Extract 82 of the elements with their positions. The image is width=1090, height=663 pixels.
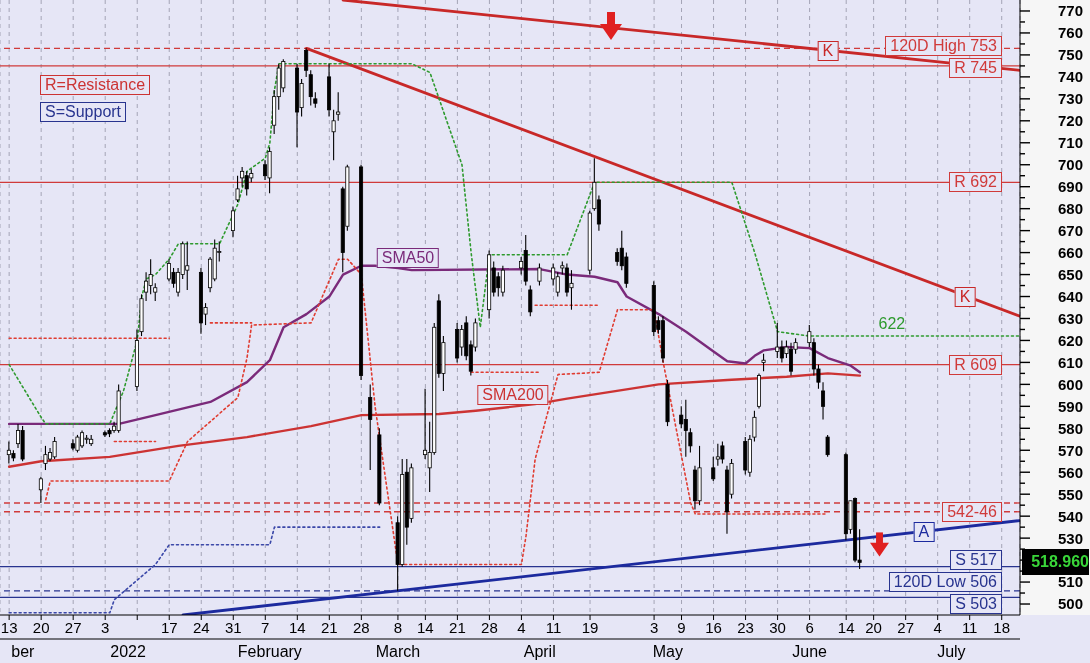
x2-tick-label: June — [792, 643, 828, 660]
ref-line-label: 120D Low 506 — [888, 572, 1002, 592]
series-label: SMA50 — [376, 247, 440, 268]
ref-line-label: 542-46 — [942, 501, 1002, 522]
y-tick-label: 650 — [1057, 265, 1083, 283]
x-tick-label: 30 — [769, 619, 786, 636]
y-tick-label: 540 — [1057, 507, 1083, 525]
x-tick-label: 19 — [581, 619, 599, 636]
x-tick-label: 18 — [993, 619, 1011, 636]
y-tick-label: 750 — [1057, 46, 1083, 64]
x-tick-label: 20 — [32, 619, 50, 636]
y-tick-label: 710 — [1057, 134, 1083, 152]
x-tick-label: 21 — [449, 619, 466, 636]
y-tick-label: 590 — [1057, 397, 1083, 415]
y-tick-label: 620 — [1057, 331, 1083, 349]
x-tick-label: 8 — [393, 619, 403, 636]
x-tick-label: 13 — [0, 619, 18, 636]
y-tick-label: 670 — [1057, 222, 1083, 240]
x-tick-label: 11 — [961, 619, 978, 636]
ref-line-label: R 609 — [949, 354, 1002, 375]
x-tick-label: 14 — [837, 619, 855, 636]
x-tick-label: 4 — [517, 619, 526, 636]
x-tick-label: 23 — [737, 619, 754, 636]
x-tick-label: 3 — [649, 619, 659, 636]
x-tick-label: 9 — [677, 619, 686, 636]
x-tick-label: 27 — [897, 619, 914, 636]
y-tick-label: 730 — [1057, 90, 1083, 108]
annotation: K — [817, 40, 839, 61]
series-label: SMA200 — [477, 384, 549, 405]
y-tick-label: 680 — [1057, 200, 1083, 218]
ref-line-label: 120D High 753 — [885, 36, 1002, 57]
x-tick-label: 11 — [545, 619, 562, 636]
x-tick-label: 21 — [320, 619, 338, 636]
x2-tick-label: February — [237, 643, 302, 660]
y-tick-label: 700 — [1057, 156, 1083, 174]
y-tick-label: 630 — [1057, 309, 1083, 327]
x-tick-label: 7 — [261, 619, 270, 636]
x2-tick-label: 2022 — [110, 643, 146, 660]
x-tick-label: 14 — [288, 619, 306, 636]
x-tick-label: 6 — [805, 619, 814, 636]
text: 518.960 — [1022, 549, 1089, 576]
x2-tick-label: July — [937, 643, 966, 660]
y-tick-label: 640 — [1057, 287, 1083, 305]
y-tick-label: 740 — [1057, 68, 1083, 86]
x-tick-label: 28 — [353, 619, 370, 636]
annotation: R=Resistance — [40, 75, 151, 95]
x-tick-label: 14 — [417, 619, 434, 636]
ref-line-label: R 745 — [949, 58, 1002, 79]
x-tick-label: 16 — [705, 619, 722, 636]
x-tick-label: 20 — [865, 619, 882, 636]
y-tick-label: 500 — [1057, 595, 1083, 613]
x-tick-label: 27 — [64, 619, 82, 636]
x2-tick-label: May — [652, 643, 683, 660]
y-tick-label: 560 — [1057, 463, 1083, 481]
x2-tick-label: ber — [11, 643, 36, 660]
annotation: S=Support — [40, 102, 127, 122]
ref-line-label: S 517 — [950, 550, 1002, 570]
ref-line-label: S 503 — [950, 594, 1002, 614]
annotation: K — [954, 286, 976, 307]
x-tick-label: 3 — [101, 619, 110, 636]
ref-line-label: R 692 — [949, 172, 1002, 193]
y-tick-label: 580 — [1057, 419, 1083, 437]
x-tick-label: 4 — [933, 619, 942, 636]
x-tick-label: 31 — [224, 619, 242, 636]
x-tick-label: 24 — [192, 619, 210, 636]
y-tick-label: 690 — [1057, 178, 1083, 196]
y-tick-label: 660 — [1057, 243, 1083, 261]
annotation: A — [913, 521, 935, 542]
y-tick-label: 510 — [1057, 573, 1083, 591]
x2-tick-label: March — [375, 643, 421, 660]
y-tick-label: 530 — [1057, 529, 1083, 547]
y-tick-label: 610 — [1057, 353, 1083, 371]
x-tick-label: 17 — [160, 619, 178, 636]
annotation: 622 — [878, 315, 906, 334]
y-tick-label: 770 — [1057, 2, 1083, 20]
x-tick-label: 28 — [481, 619, 498, 636]
y-tick-label: 720 — [1057, 112, 1083, 130]
y-tick-label: 570 — [1057, 441, 1083, 459]
y-tick-label: 550 — [1057, 485, 1083, 503]
y-tick-label: 760 — [1057, 24, 1083, 42]
y-tick-label: 600 — [1057, 375, 1083, 393]
x2-tick-label: April — [523, 643, 556, 660]
